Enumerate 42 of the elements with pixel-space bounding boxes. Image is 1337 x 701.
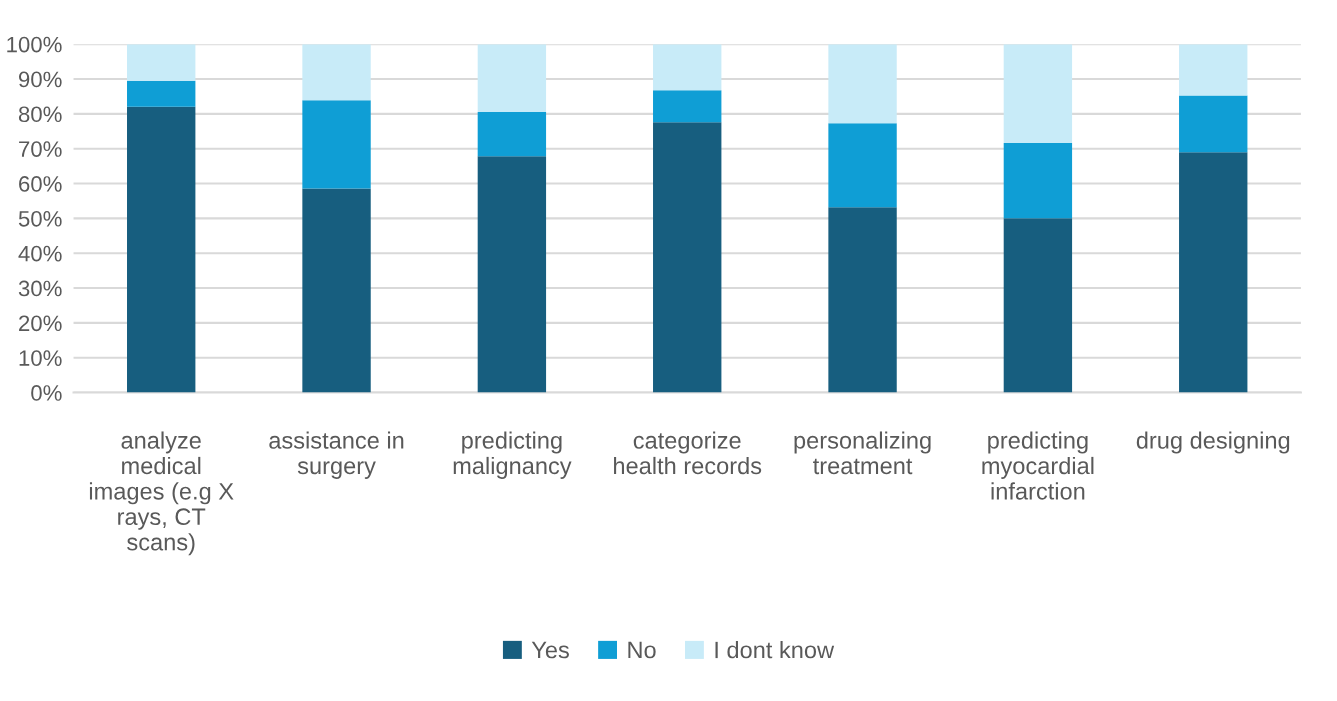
bar bbox=[828, 44, 897, 124]
bar bbox=[477, 156, 547, 393]
bar bbox=[1003, 218, 1073, 393]
bar bbox=[653, 90, 722, 123]
y-tick-label: 40% bbox=[18, 245, 62, 262]
bar bbox=[302, 100, 371, 189]
legend-label: I dont know bbox=[715, 640, 835, 659]
y-tick-label: 80% bbox=[18, 106, 62, 123]
y-tick-label: 10% bbox=[19, 350, 62, 366]
bar bbox=[828, 207, 897, 393]
y-tick-label: 70% bbox=[19, 141, 62, 157]
y-tick-label: 100% bbox=[7, 36, 62, 53]
y-tick-label: 0% bbox=[31, 385, 62, 401]
bar bbox=[127, 80, 196, 107]
bar bbox=[828, 123, 897, 208]
y-tick-label: 20% bbox=[19, 315, 62, 332]
x-tick-label: predicting myocardial infarction bbox=[982, 431, 1094, 500]
bar bbox=[653, 44, 722, 91]
y-tick-label: 90% bbox=[18, 71, 62, 88]
bar bbox=[1179, 95, 1248, 153]
bar bbox=[477, 112, 547, 157]
x-tick-label: predicting malignancy bbox=[453, 431, 572, 479]
bar bbox=[653, 122, 722, 393]
y-tick-label: 50% bbox=[18, 210, 62, 227]
x-tick-label: drug designing bbox=[1136, 431, 1290, 454]
bar bbox=[477, 44, 547, 113]
x-tick-label: analyze medical images (e.g X rays, CT scans) bbox=[89, 431, 234, 556]
y-tick-label: 30% bbox=[18, 280, 62, 297]
bar bbox=[1003, 44, 1073, 144]
x-tick-label: categorize health records bbox=[614, 431, 762, 475]
y-tick-label: 60% bbox=[19, 176, 62, 192]
legend-label: Yes bbox=[531, 641, 569, 659]
bar bbox=[127, 106, 196, 393]
bar bbox=[1179, 152, 1248, 393]
bar bbox=[1003, 143, 1073, 219]
x-tick-label: personalizing treatment bbox=[794, 431, 931, 475]
legend-label: No bbox=[628, 641, 656, 659]
bar bbox=[1179, 44, 1248, 96]
bar bbox=[127, 44, 196, 81]
bar bbox=[302, 188, 371, 393]
bar bbox=[302, 44, 371, 101]
x-tick-label: assistance in surgery bbox=[269, 431, 404, 479]
